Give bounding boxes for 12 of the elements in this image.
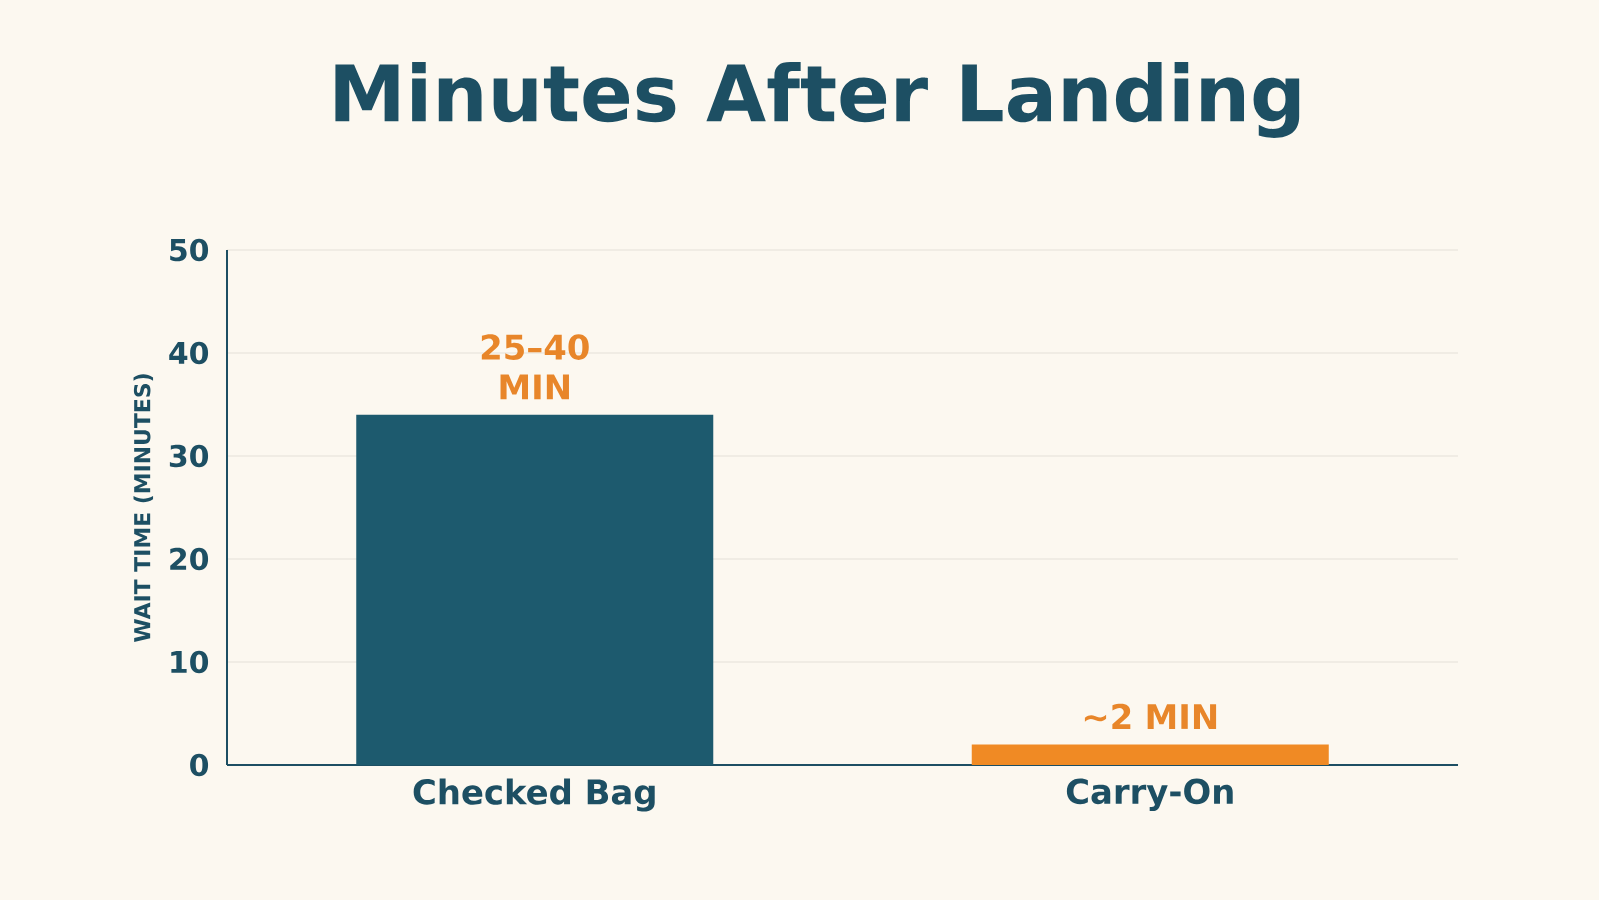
y-tick-label: 10 <box>171 650 209 674</box>
x-tick-label: Checked Bag <box>413 778 655 812</box>
y-axis-title: WAIT TIME (MINUTES) <box>133 374 154 642</box>
y-tick-label: 50 <box>170 238 209 262</box>
x-tick-label: Carry-On <box>1066 778 1233 811</box>
chart-title: Minutes After Landing <box>335 62 1300 138</box>
y-tick-label: 30 <box>169 444 209 468</box>
y-tick-label: 40 <box>169 341 209 365</box>
y-tick-label: 20 <box>170 547 209 571</box>
data-label: ~2 MIN <box>1084 703 1217 729</box>
data-label: 25–40 MIN <box>481 334 589 400</box>
y-tick-label: 0 <box>190 753 209 777</box>
